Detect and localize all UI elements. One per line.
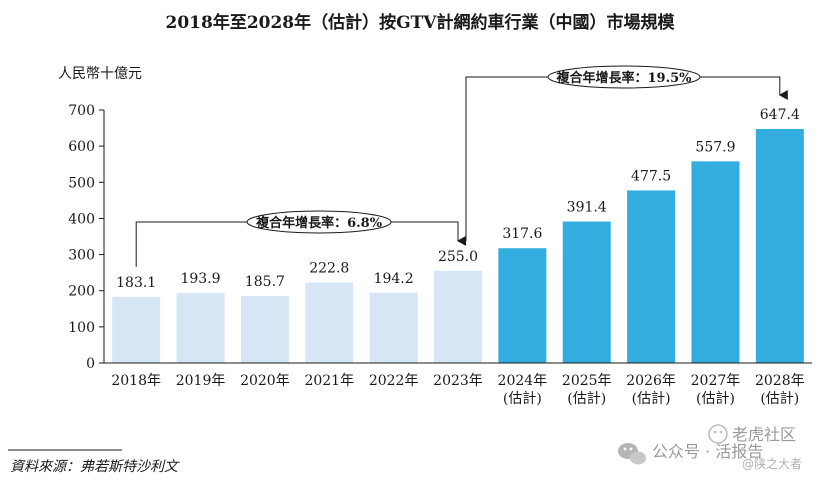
- y-tick-label: 600: [68, 139, 95, 155]
- x-tick-label: 2024年: [498, 373, 548, 389]
- x-tick-label: 2026年: [626, 373, 676, 389]
- x-tick-label: 2025年: [562, 373, 612, 389]
- y-axis-label: 人民幣十億元: [58, 66, 142, 82]
- bar-forecast: [562, 221, 611, 363]
- x-tick-label: 2027年: [691, 373, 741, 389]
- source-note: 資料來源：弗若斯特沙利文: [10, 459, 180, 475]
- x-axis: 2018年 2019年 2020年 2021年 2022年 2023年 2024年 (估計) 2…: [104, 362, 812, 407]
- watermark-brand: 公众号 · 活报告: [652, 442, 763, 461]
- x-tick-label: 2019年: [176, 373, 226, 389]
- bars: [112, 129, 804, 363]
- y-tick-label: 0: [86, 356, 95, 372]
- bar-value-label: 183.1: [116, 275, 156, 291]
- bar-historical: [305, 282, 354, 363]
- bar-value-label: 317.6: [502, 226, 542, 242]
- bar-value-label: 193.9: [180, 271, 220, 287]
- cagr-annotations: 複合年增長率：6.8% 複合年增長率：19.5%: [135, 65, 788, 267]
- y-tick-label: 500: [68, 175, 95, 191]
- bar-historical: [434, 270, 482, 363]
- bar-forecast: [691, 161, 740, 363]
- x-tick-label: 2021年: [304, 373, 354, 389]
- watermark: 公众号 · 活报告 老虎社区 @陕之大者: [618, 424, 802, 471]
- y-tick-label: 400: [68, 211, 95, 227]
- tiger-logo-icon: [708, 424, 728, 444]
- bar-historical: [112, 296, 161, 363]
- bar-forecast: [755, 129, 804, 363]
- watermark-handle: @陕之大者: [742, 456, 802, 471]
- x-tick-label: 2028年: [755, 373, 805, 389]
- x-tick-label: 2020年: [240, 373, 290, 389]
- y-tick-label: 100: [68, 320, 95, 336]
- value-labels: 183.1 193.9 185.7 222.8 194.2 255.0 317.6 391.4…: [116, 107, 800, 291]
- y-tick-label: 700: [68, 103, 95, 119]
- bar-value-label: 557.9: [695, 139, 735, 155]
- bar-value-label: 185.7: [245, 274, 285, 290]
- watermark-site: 老虎社区: [732, 425, 796, 444]
- bar-forecast: [498, 248, 547, 363]
- bar-historical: [240, 295, 289, 363]
- bar-value-label: 647.4: [760, 107, 800, 123]
- x-tick-label: 2022年: [369, 373, 419, 389]
- bar-historical: [176, 292, 225, 363]
- cagr-label-forecast: 複合年增長率：19.5%: [555, 70, 692, 86]
- bar-value-label: 477.5: [631, 168, 671, 184]
- bar-value-label: 194.2: [374, 271, 414, 287]
- x-tick-label: (估計): [503, 391, 542, 407]
- cagr-badge-historical: [246, 210, 392, 234]
- cagr-label-historical: 複合年增長率：6.8%: [255, 215, 383, 231]
- chart-title: 2018年至2028年（估計）按GTV計網約車行業（中國）市場規模: [166, 12, 676, 33]
- wechat-icon: [618, 443, 646, 465]
- x-tick-label: (估計): [632, 391, 671, 407]
- y-tick-label: 300: [68, 248, 95, 264]
- y-tick-label: 200: [68, 284, 95, 300]
- x-tick-label: 2018年: [111, 373, 161, 389]
- x-tick-label: (估計): [760, 391, 799, 407]
- x-tick-label: (估計): [696, 391, 735, 407]
- bar-value-label: 255.0: [438, 249, 478, 265]
- bar-forecast: [627, 190, 676, 363]
- x-tick-label: 2023年: [433, 373, 483, 389]
- x-tick-label: (估計): [567, 391, 606, 407]
- bar-value-label: 391.4: [567, 200, 607, 216]
- y-axis: 0 100 200 300 400 500 600 700: [68, 103, 105, 372]
- bar-historical: [369, 292, 418, 363]
- cagr-badge-forecast: [547, 65, 701, 89]
- bar-value-label: 222.8: [309, 260, 349, 276]
